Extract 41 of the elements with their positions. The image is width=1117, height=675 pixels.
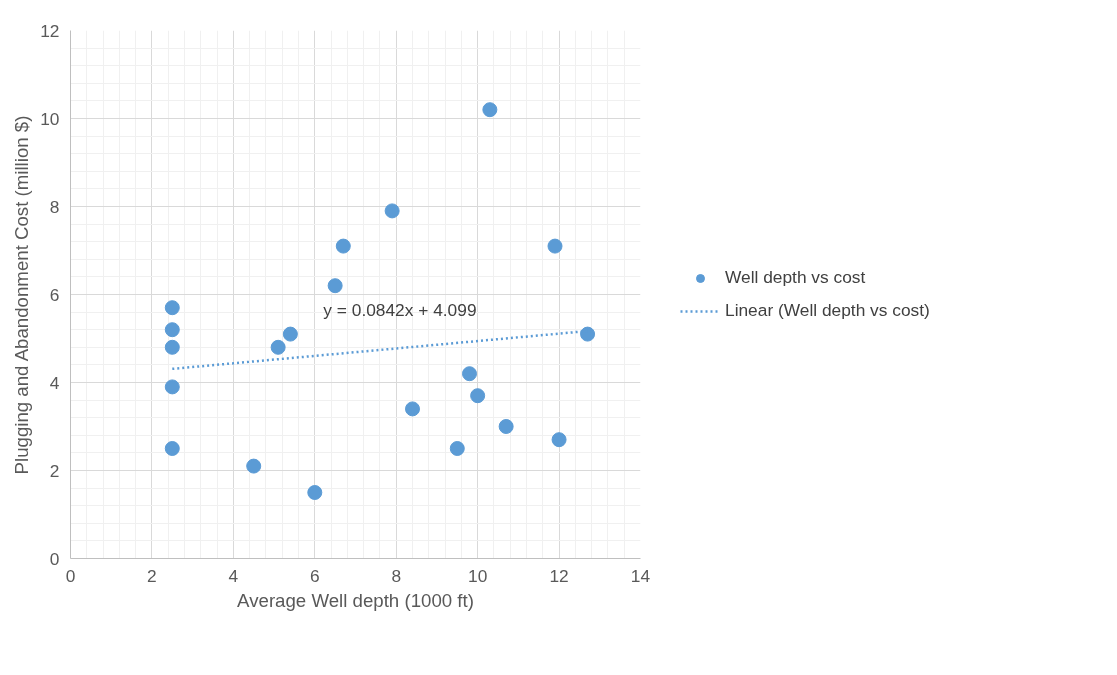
x-tick-label: 10	[468, 565, 488, 586]
point	[270, 339, 286, 355]
x-tick-label: 8	[391, 565, 402, 586]
y-tick-label: 0	[49, 548, 60, 569]
point	[580, 326, 596, 342]
point	[551, 432, 567, 448]
legend-label: Well depth vs cost	[725, 267, 866, 288]
x-tick-label: 14	[630, 565, 651, 586]
x-axis-title: Average Well depth (1000 ft)	[237, 589, 474, 611]
point	[482, 102, 498, 118]
legend-label: Linear (Well depth vs cost)	[725, 300, 930, 321]
x-tick-label: 0	[65, 565, 76, 586]
point	[307, 485, 323, 500]
point	[246, 458, 262, 474]
point	[462, 366, 477, 382]
point	[335, 238, 351, 254]
point	[164, 441, 180, 456]
y-axis-title: Plugging and Abandonment Cost (million $)	[11, 115, 33, 475]
point	[282, 326, 298, 342]
x-tick-label: 4	[228, 565, 239, 586]
point	[470, 388, 486, 404]
point	[384, 203, 400, 219]
x-tick-label: 6	[309, 565, 320, 586]
point	[164, 322, 180, 338]
point	[327, 278, 343, 294]
point	[405, 401, 420, 417]
point	[164, 379, 180, 395]
point	[547, 238, 563, 254]
annotation: y = 0.0842x + 4.099	[323, 299, 477, 320]
y-tick-label: 8	[49, 196, 60, 217]
y-tick-label: 4	[49, 372, 60, 393]
y-tick-label: 10	[40, 108, 60, 129]
point	[498, 419, 514, 434]
point	[164, 339, 180, 355]
y-tick-label: 6	[49, 284, 60, 305]
x-tick-label: 2	[147, 565, 157, 586]
y-tick-label: 12	[40, 20, 60, 41]
point	[449, 441, 465, 456]
point	[164, 300, 180, 316]
x-tick-label: 12	[549, 565, 569, 586]
y-tick-label: 2	[49, 460, 60, 481]
